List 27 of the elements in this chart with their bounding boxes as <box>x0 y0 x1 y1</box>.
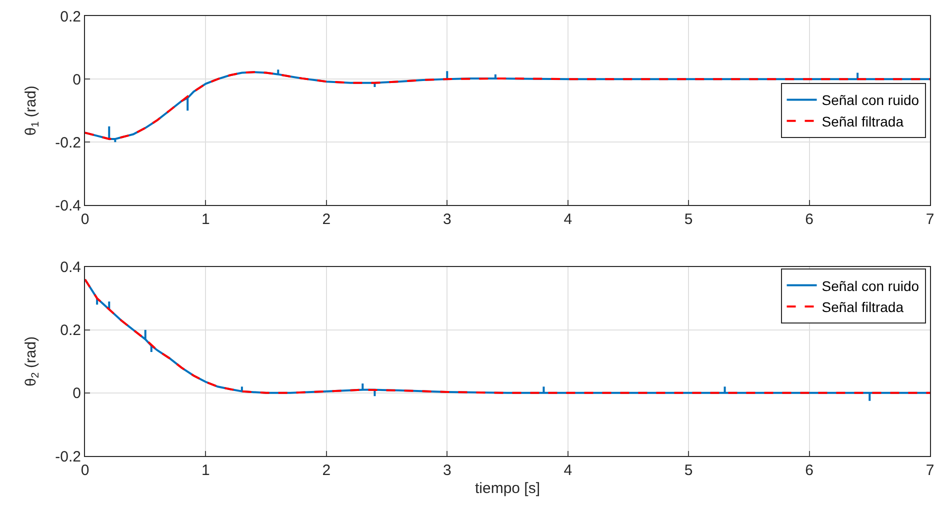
legend-label: Señal filtrada <box>822 298 904 315</box>
y-tick-label: 0.4 <box>60 259 81 276</box>
legend-label: Señal filtrada <box>822 113 904 130</box>
y-tick-label: -0.2 <box>55 134 81 152</box>
x-tick-label: 6 <box>805 462 814 479</box>
x-tick-label: 3 <box>442 462 452 479</box>
legend-label: Señal con ruido <box>822 92 920 108</box>
x-tick-label: 7 <box>926 462 934 479</box>
x-tick-label: 2 <box>322 211 331 228</box>
x-tick-label: 5 <box>684 462 693 479</box>
x-tick-label: 2 <box>322 462 331 479</box>
x-tick-label: 5 <box>684 211 693 228</box>
x-tick-label: 1 <box>202 462 210 479</box>
x-axis-title: tiempo [s] <box>474 480 540 497</box>
y-tick-label: 0.2 <box>60 8 81 26</box>
y-tick-label: 0 <box>72 385 81 402</box>
y-tick-label: -0.4 <box>55 197 81 214</box>
x-tick-label: 4 <box>564 211 572 228</box>
x-tick-label: 1 <box>202 211 210 228</box>
x-tick-label: 3 <box>442 211 452 228</box>
y-tick-label: 0 <box>72 71 81 88</box>
y-tick-label: 0.2 <box>60 322 81 340</box>
x-tick-label: 7 <box>926 211 934 228</box>
legend-label: Señal con ruido <box>822 278 920 294</box>
y-tick-label: -0.2 <box>55 448 81 466</box>
x-tick-label: 4 <box>564 462 572 479</box>
x-tick-label: 6 <box>805 211 814 228</box>
